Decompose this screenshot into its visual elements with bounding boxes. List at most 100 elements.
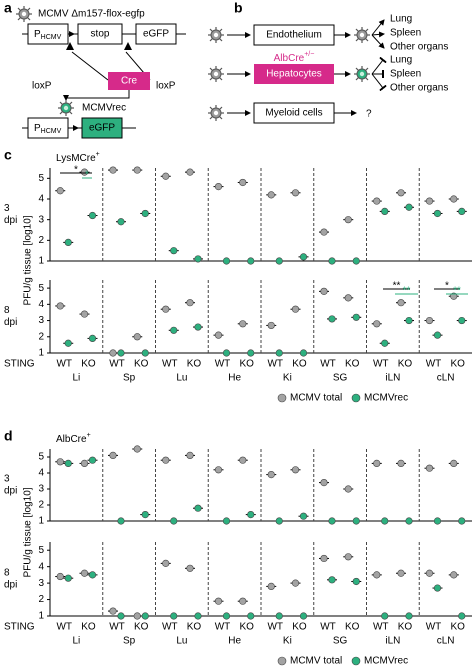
panel-a: a MCMV Δm157-flox-egfp PHCMV stop eGFP l… xyxy=(4,0,186,139)
dot xyxy=(88,211,97,220)
dot xyxy=(373,320,381,328)
dot xyxy=(117,218,125,226)
stop-box xyxy=(77,23,123,45)
dot xyxy=(320,479,328,487)
x-tick-label: KO xyxy=(187,359,202,370)
y-tick-label: 3 xyxy=(38,315,44,326)
promoter-main: P xyxy=(34,29,41,40)
dot xyxy=(64,459,72,468)
dot xyxy=(194,255,202,263)
significance: * xyxy=(445,281,449,292)
dot xyxy=(267,321,275,330)
title-main: LysMCre xyxy=(56,153,96,164)
dot xyxy=(405,612,413,620)
dot xyxy=(405,203,413,211)
y-tick-label: 3 xyxy=(38,578,44,589)
dot xyxy=(275,612,283,620)
outcome: ? xyxy=(366,109,372,120)
group-label: Li xyxy=(72,373,80,384)
cell-type: Endothelium xyxy=(266,30,322,41)
dot xyxy=(109,166,117,174)
x-tick-label: WT xyxy=(109,359,125,370)
dot xyxy=(222,349,231,357)
group-label: SG xyxy=(333,636,348,647)
x-axis-label: STING xyxy=(4,622,35,633)
dot xyxy=(291,579,300,587)
cre-box xyxy=(108,72,150,90)
significance: ** xyxy=(403,286,411,297)
dot xyxy=(247,612,255,620)
group-label: He xyxy=(228,373,241,384)
dot xyxy=(328,315,336,323)
driver-main: AlbCre xyxy=(274,53,305,64)
row-label: 3 xyxy=(4,203,10,214)
dot xyxy=(373,571,381,579)
x-tick-label: WT xyxy=(426,622,442,633)
row-label: 8 xyxy=(4,305,10,316)
promoter-main: P xyxy=(34,123,41,134)
y-tick-label: 4 xyxy=(38,468,44,479)
row-label: dpi xyxy=(4,215,17,226)
dot xyxy=(109,349,117,357)
target: Spleen xyxy=(390,69,421,80)
x-tick-label: WT xyxy=(215,359,231,370)
dot xyxy=(291,305,300,313)
dot xyxy=(109,451,117,460)
dot xyxy=(381,612,389,620)
dot xyxy=(80,310,89,318)
dot xyxy=(381,517,389,525)
dot xyxy=(344,294,352,302)
promoter-sub: HCMV xyxy=(41,34,62,41)
dot xyxy=(141,209,149,218)
dot xyxy=(186,299,194,307)
x-tick-label: KO xyxy=(398,359,413,370)
y-tick-label: 2 xyxy=(38,500,44,511)
group-label: cLN xyxy=(437,373,455,384)
panel-label: d xyxy=(4,428,13,444)
dot xyxy=(373,197,381,205)
dot xyxy=(433,331,442,339)
target: Spleen xyxy=(390,28,421,39)
dot xyxy=(425,197,434,205)
y-axis-label: PFU/g tissue [log10] xyxy=(23,215,34,305)
dot xyxy=(133,445,141,453)
egfp: eGFP xyxy=(89,123,115,134)
x-tick-label: WT xyxy=(373,359,389,370)
dot xyxy=(275,257,283,265)
dot xyxy=(141,510,149,519)
dot xyxy=(109,607,117,615)
dot xyxy=(328,257,336,265)
x-tick-label: KO xyxy=(451,622,466,633)
dot xyxy=(405,316,413,325)
dot xyxy=(425,464,434,472)
x-tick-label: WT xyxy=(373,622,389,633)
cre: Cre xyxy=(121,76,138,87)
dot xyxy=(239,597,247,605)
dot xyxy=(170,247,178,255)
x-tick-label: WT xyxy=(267,622,283,633)
egfp: eGFP xyxy=(143,29,169,40)
panel-label: c xyxy=(4,147,12,163)
legend-label: MCMVrec xyxy=(364,656,408,667)
group-label: Sp xyxy=(123,636,136,647)
y-tick-label: 3 xyxy=(38,484,44,495)
dot xyxy=(352,517,360,525)
significance: * xyxy=(74,165,78,176)
dot xyxy=(247,257,255,265)
loxp: loxP xyxy=(32,81,52,92)
title-sup: + xyxy=(96,151,100,158)
x-tick-label: KO xyxy=(134,622,149,633)
group-label: Lu xyxy=(176,373,187,384)
dot xyxy=(64,238,72,246)
y-tick-label: 4 xyxy=(38,194,44,205)
x-tick-label: KO xyxy=(134,359,149,370)
dot xyxy=(162,456,170,464)
group-label: SG xyxy=(333,373,348,384)
legend-marker xyxy=(277,656,287,666)
x-tick-label: KO xyxy=(451,359,466,370)
significance: ** xyxy=(453,286,461,297)
dot xyxy=(299,253,308,261)
egfp-box xyxy=(81,117,123,139)
dot xyxy=(458,612,466,620)
dot xyxy=(162,559,170,567)
